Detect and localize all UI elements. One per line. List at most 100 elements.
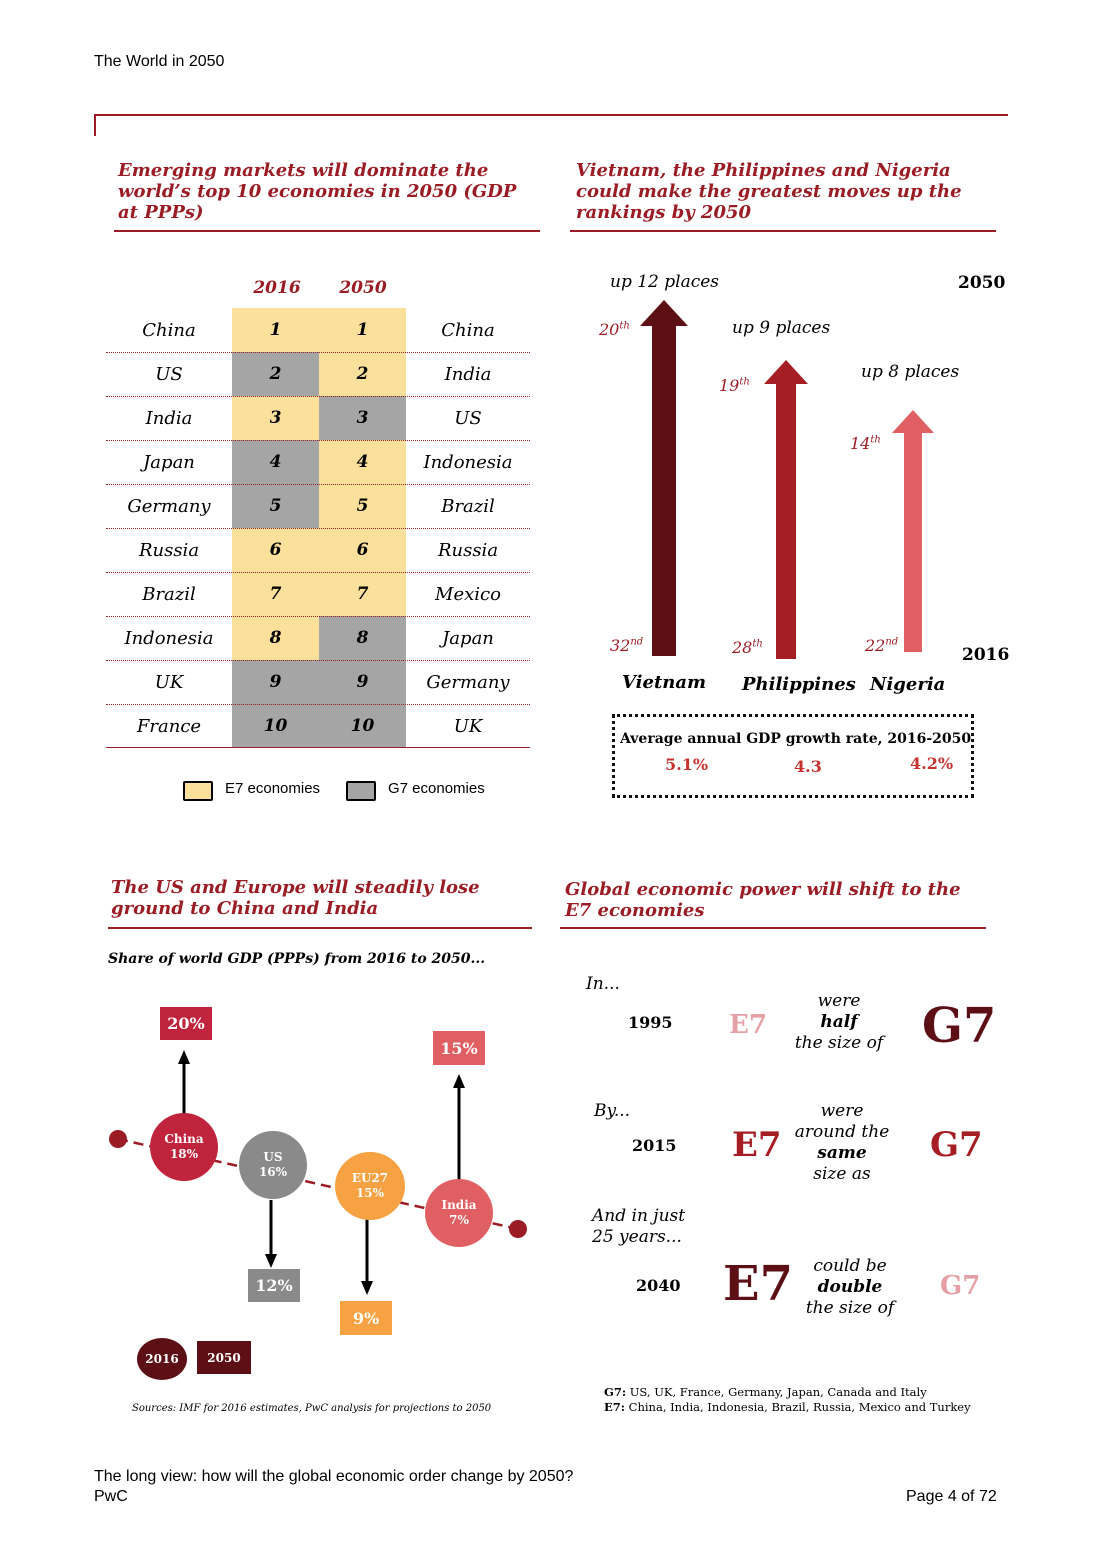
china-2050-box: 20% xyxy=(160,1007,212,1040)
vietnam-up-label: up 12 places xyxy=(610,272,720,292)
india-arrowhead xyxy=(453,1074,465,1088)
e7-2040: E7 xyxy=(723,1256,793,1312)
row-separator xyxy=(106,704,530,705)
rank-2050-country: Mexico xyxy=(435,583,501,605)
rank-2050-number: 4 xyxy=(319,440,406,484)
philippines-up-label: up 9 places xyxy=(732,318,831,338)
rank-2016-country: Indonesia xyxy=(124,627,214,649)
vietnam-label: Vietnam xyxy=(622,672,707,693)
g7-2040: G7 xyxy=(940,1271,981,1301)
rank-2050-country: Indonesia xyxy=(423,451,513,473)
year-1995: 1995 xyxy=(628,1013,673,1032)
header-rule-tick xyxy=(94,114,96,136)
row-separator xyxy=(106,440,530,441)
legend-e7-swatch xyxy=(183,781,213,801)
growth-box-label: Average annual GDP growth rate, 2016-205… xyxy=(620,731,972,747)
rank-2016-number: 7 xyxy=(232,572,319,616)
rank-2016-country: France xyxy=(136,715,202,737)
eu27-2016-circle: EU27 15% xyxy=(335,1152,405,1220)
rank-2016-country: Russia xyxy=(138,539,200,561)
year-2040: 2040 xyxy=(636,1276,681,1295)
rank-2050-number: 7 xyxy=(319,572,406,616)
vietnam-growth: 5.1% xyxy=(665,755,709,774)
rank-2050-number: 2 xyxy=(319,352,406,396)
intro-25-years: And in just 25 years... xyxy=(592,1206,686,1247)
moves-heading: Vietnam, the Philippines and Nigeria cou… xyxy=(576,160,962,223)
rank-2016-number: 6 xyxy=(232,528,319,572)
rank-2050-country: Japan xyxy=(442,627,494,649)
share-connector xyxy=(109,1050,527,1295)
rank-arrows xyxy=(640,300,934,659)
rank-2050-number: 8 xyxy=(319,616,406,660)
document-title: The World in 2050 xyxy=(94,53,225,70)
rank-2016-number: 4 xyxy=(232,440,319,484)
moves-heading-rule xyxy=(570,230,996,232)
year-2015: 2015 xyxy=(632,1136,677,1155)
table-bottom-rule xyxy=(106,747,530,748)
table-heading: Emerging markets will dominate the world… xyxy=(118,160,517,223)
philippines-2050-rank: 19th xyxy=(719,376,750,395)
china-2016-circle: China 18% xyxy=(150,1113,218,1181)
power-heading-rule xyxy=(560,927,986,929)
group-definitions: G7: US, UK, France, Germany, Japan, Cana… xyxy=(604,1385,971,1414)
legend-e7-label: E7 economies xyxy=(225,780,321,797)
label-2016: 2016 xyxy=(962,645,1010,665)
nigeria-arrow xyxy=(892,410,934,652)
legend-g7-label: G7 economies xyxy=(388,780,485,797)
rank-2050-country: Germany xyxy=(426,671,510,693)
g7-1995: G7 xyxy=(922,998,997,1054)
vietnam-2050-rank: 20th xyxy=(599,320,630,339)
india-2016-circle: India 7% xyxy=(425,1179,493,1247)
india-2050-box: 15% xyxy=(433,1031,485,1065)
rank-2016-country: Japan xyxy=(143,451,195,473)
power-heading: Global economic power will shift to the … xyxy=(565,879,961,921)
row-separator xyxy=(106,528,530,529)
table-heading-rule xyxy=(114,230,540,232)
rank-2050-number: 9 xyxy=(319,660,406,704)
eu-arrowhead xyxy=(361,1281,373,1295)
e7-2015: E7 xyxy=(732,1125,782,1165)
legend-2050-box: 2050 xyxy=(197,1341,251,1374)
eu27-2050-box: 9% xyxy=(340,1301,392,1335)
rank-2016-country: US xyxy=(155,363,183,385)
growth-box xyxy=(612,714,974,798)
footer-title: The long view: how will the global econo… xyxy=(94,1468,574,1485)
rank-2050-number: 6 xyxy=(319,528,406,572)
rank-2016-number: 9 xyxy=(232,660,319,704)
row-separator xyxy=(106,484,530,485)
philippines-arrow xyxy=(764,360,808,659)
rank-2016-country: China xyxy=(142,319,196,341)
comparison-2015: were around the same size as xyxy=(794,1101,890,1184)
us-2016-circle: US 16% xyxy=(239,1131,307,1199)
vietnam-2016-rank: 32nd xyxy=(610,636,644,655)
label-2050: 2050 xyxy=(958,273,1006,293)
rank-2050-country: India xyxy=(444,363,492,385)
philippines-growth: 4.3 xyxy=(794,757,822,776)
rank-2016-number: 2 xyxy=(232,352,319,396)
comparison-1995: were half the size of xyxy=(794,991,884,1053)
header-rule xyxy=(94,114,1008,116)
rank-2050-country: Russia xyxy=(437,539,499,561)
rank-2016-number: 5 xyxy=(232,484,319,528)
share-trend-start-dot xyxy=(109,1130,127,1148)
row-separator xyxy=(106,396,530,397)
rank-2050-country: China xyxy=(441,319,495,341)
rank-2050-number: 1 xyxy=(319,308,406,352)
intro-in: In... xyxy=(586,974,620,994)
col-2050-header: 2050 xyxy=(339,278,387,298)
rank-2050-number: 10 xyxy=(319,704,406,748)
row-separator xyxy=(106,572,530,573)
row-separator xyxy=(106,352,530,353)
rank-2016-country: Brazil xyxy=(142,583,196,605)
rank-2016-country: India xyxy=(145,407,193,429)
g7-2015: G7 xyxy=(930,1125,983,1165)
rank-2050-number: 3 xyxy=(319,396,406,440)
vietnam-arrow xyxy=(640,300,688,656)
nigeria-2016-rank: 22nd xyxy=(865,636,899,655)
legend-g7-swatch xyxy=(346,781,376,801)
rank-2050-number: 5 xyxy=(319,484,406,528)
nigeria-label: Nigeria xyxy=(870,674,946,695)
legend-2016-circle: 2016 xyxy=(137,1338,187,1380)
rank-2016-number: 1 xyxy=(232,308,319,352)
footer-brand: PwC xyxy=(94,1488,128,1505)
